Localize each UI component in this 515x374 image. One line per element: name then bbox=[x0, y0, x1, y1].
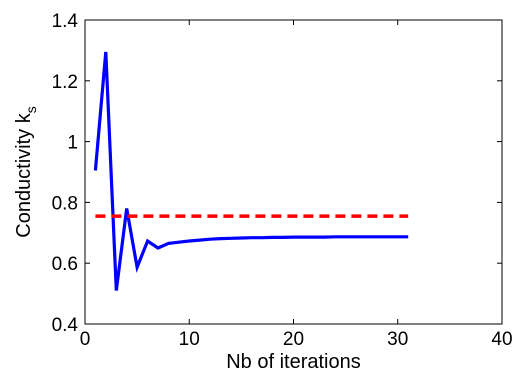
x-tick-label: 30 bbox=[387, 329, 408, 350]
x-tick-label: 0 bbox=[80, 329, 91, 350]
y-tick-label: 0.4 bbox=[52, 315, 79, 336]
y-tick-label: 1.2 bbox=[52, 72, 78, 93]
x-tick-label: 10 bbox=[179, 329, 200, 350]
y-axis-title-subscript: s bbox=[23, 106, 39, 113]
y-axis-title-main: Conductivity k bbox=[13, 112, 35, 237]
series-group bbox=[93, 51, 409, 291]
x-tick-label: 20 bbox=[283, 329, 304, 350]
y-axis-title: Conductivity ks bbox=[13, 106, 39, 238]
x-axis-title: Nb of iterations bbox=[226, 351, 361, 373]
y-tick-label: 0.8 bbox=[52, 193, 78, 214]
plot-area-frame bbox=[84, 19, 503, 325]
axis-ticks: 0 10 20 30 40 0.4 0.6 0.8 1 1.2 1.4 bbox=[52, 11, 513, 350]
x-tick-label: 40 bbox=[491, 329, 512, 350]
y-tick-label: 0.6 bbox=[52, 254, 78, 275]
y-tick-label: 1.4 bbox=[52, 11, 79, 32]
y-tick-label: 1 bbox=[67, 133, 78, 154]
conductivity-series-line bbox=[93, 51, 409, 291]
